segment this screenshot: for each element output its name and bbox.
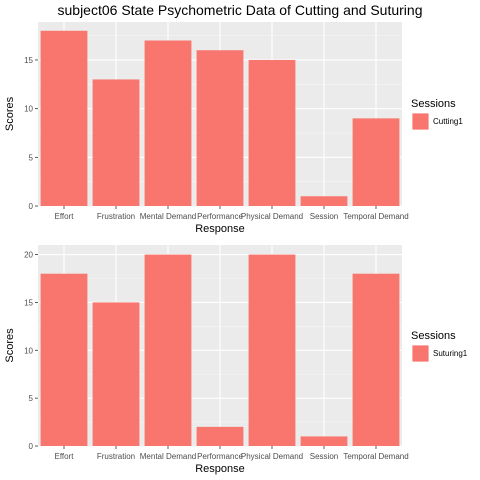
bar-effort [40,30,88,207]
bar-session [300,436,348,446]
bar-physical-demand [248,254,296,446]
x-tick-label: Session [310,452,338,461]
x-tick-label: Frustration [97,452,135,461]
x-tick-label: Physical Demand [241,212,303,221]
legend-key [411,112,430,131]
x-tick-label: Effort [55,452,75,461]
legend-title: Sessions [411,98,456,110]
bar-performance [196,50,244,206]
bar-frustration [92,79,140,206]
y-tick-label: 0 [29,202,34,211]
bar-effort [40,273,88,446]
x-axis-title: Response [195,463,245,475]
x-tick-label: Effort [55,212,75,221]
legend-label: Cutting1 [433,117,463,126]
x-tick-label: Mental Demand [140,452,196,461]
x-tick-label: Temporal Demand [343,212,408,221]
x-tick-label: Temporal Demand [343,452,408,461]
chart-2: 0 5 10 15 20 Effort Frustration Mental Demand Pe… [4,245,468,475]
bar-performance [196,426,244,446]
legend: Sessions Suturing1 [411,330,468,363]
x-tick-label: Frustration [97,212,135,221]
legend-label: Suturing1 [433,349,468,358]
y-tick-label: 15 [24,298,33,307]
x-tick-label: Mental Demand [140,212,196,221]
y-tick-label: 5 [29,153,34,162]
x-tick-label: Performance [197,452,243,461]
legend-title: Sessions [411,330,456,342]
y-tick-label: 20 [24,251,33,260]
y-axis-title: Scores [4,96,16,131]
y-tick-label: 10 [24,346,33,355]
bar-mental-demand [144,40,192,207]
page-title: subject06 State Psychometric Data of Cut… [57,2,423,18]
y-axis-title: Scores [4,328,16,363]
y-tick-label: 10 [24,105,33,114]
bar-mental-demand [144,254,192,446]
x-tick-label: Physical Demand [241,452,303,461]
chart-1: 0 5 10 15 Effort Frustration Mental Demand Perf… [4,22,463,235]
bar-session [300,196,348,206]
y-tick-label: 15 [24,56,33,65]
bar-temporal-demand [352,118,400,206]
bar-physical-demand [248,59,296,206]
bar-frustration [92,302,140,446]
y-tick-label: 0 [29,442,34,451]
x-axis-title: Response [195,223,245,235]
y-tick-label: 5 [29,394,34,403]
x-tick-label: Performance [197,212,243,221]
x-tick-label: Session [310,212,338,221]
bar-temporal-demand [352,273,400,446]
legend-key [411,344,430,363]
legend: Sessions Cutting1 [411,98,463,131]
